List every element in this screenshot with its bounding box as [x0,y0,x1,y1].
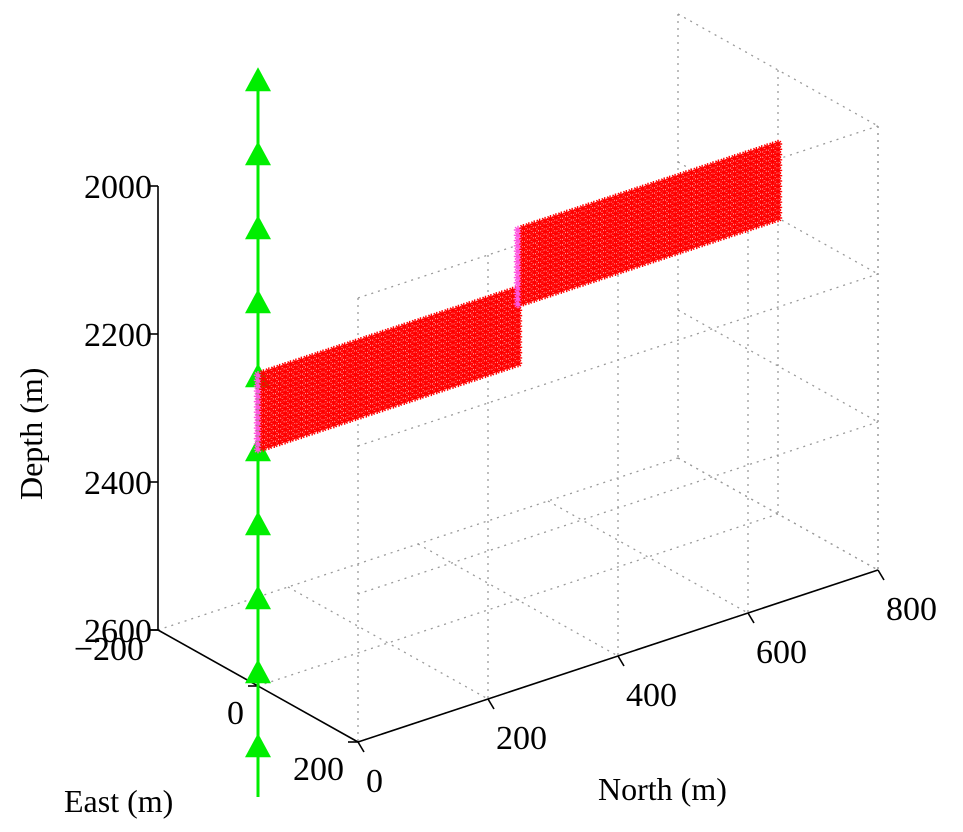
north-tick-label: 400 [626,677,677,714]
data-points [245,67,782,797]
grid-line [548,501,748,613]
north-tick [488,699,494,709]
receiver-marker [245,215,271,239]
tick-labels: 2000220024002600−2000200 0200400600800 [74,169,937,800]
east-tick-label: 0 [227,695,244,732]
north-tick [358,742,364,752]
north-tick [748,613,754,623]
grid-line [288,587,488,699]
east-tick-label: 200 [293,751,344,788]
north-tick [618,656,624,666]
north-tick-label: 600 [756,634,807,671]
north-tick-label: 200 [496,720,547,757]
grid-line [258,514,778,686]
north-axis-label: North (m) [598,771,727,807]
receiver-marker [245,511,271,535]
depth-tick-label: 2400 [84,465,152,502]
north-tick-label: 0 [366,763,383,800]
grid-line [158,458,678,630]
receiver-marker [245,733,271,757]
depth-axis-label: Depth (m) [13,368,49,500]
east-axis-label: East (m) [64,783,173,819]
north-tick-label: 800 [886,591,937,628]
depth-tick-label: 2000 [84,169,152,206]
depth-tick-label: 2200 [84,317,152,354]
source-marker [514,359,522,367]
source-marker [774,214,782,222]
receiver-marker [245,585,271,609]
receiver-marker [245,289,271,313]
north-tick [878,570,884,580]
receiver-marker [245,67,271,91]
grid-line [358,422,878,594]
east-tick-label: −200 [74,631,144,668]
receiver-marker [245,659,271,683]
receiver-marker [245,141,271,165]
